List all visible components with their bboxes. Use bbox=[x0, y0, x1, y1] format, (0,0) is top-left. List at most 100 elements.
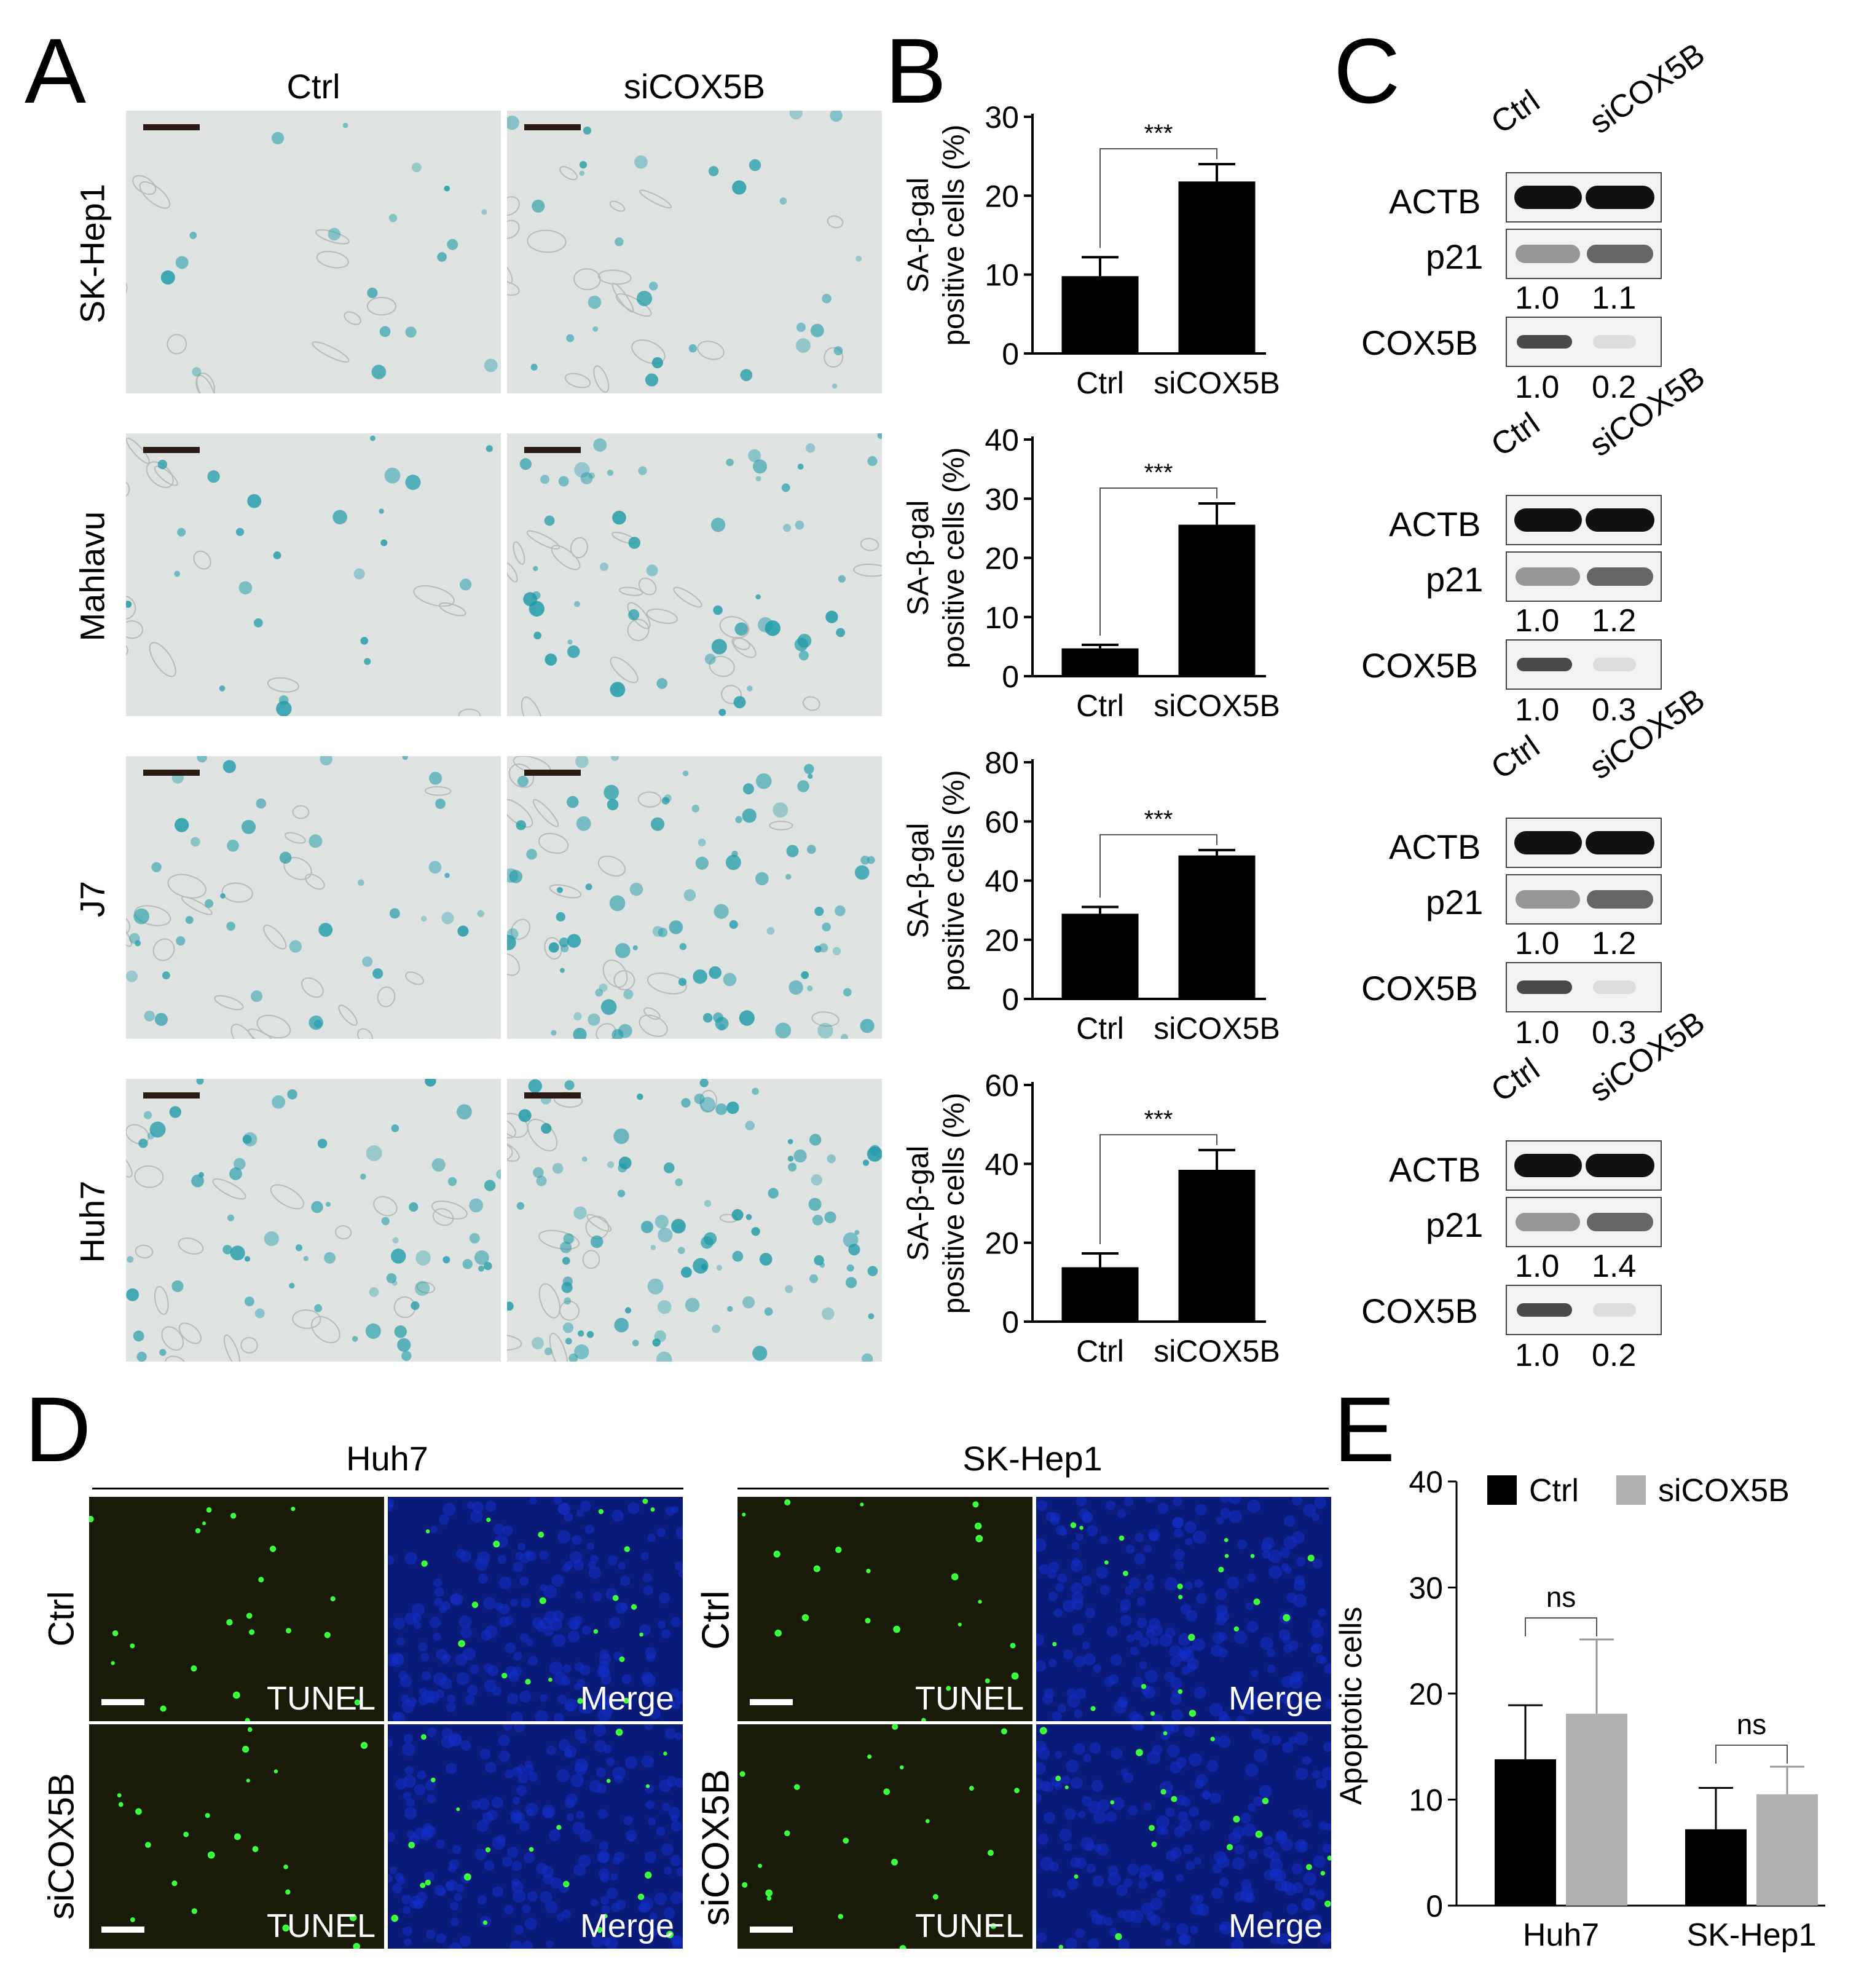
y-tick-label: 40 bbox=[1409, 1465, 1443, 1499]
panel-a-row-huh7: Huh7 bbox=[73, 1180, 112, 1263]
protein-label-actb: ACTB bbox=[1389, 182, 1481, 221]
panel-d-group-huh7: Huh7 bbox=[346, 1439, 428, 1478]
band bbox=[1517, 658, 1572, 671]
band bbox=[1517, 335, 1572, 349]
cox5b-quant-ctrl: 1.0 bbox=[1515, 1015, 1560, 1051]
x-tick-label: Ctrl bbox=[1076, 366, 1124, 400]
panel-e-chart: 0 10 20 30 40 Apoptotic cells ns Huh7 ns SK-Hep1 C… bbox=[1334, 1465, 1825, 1953]
panel-b-chart-mahlavu: 0 10 20 30 40 Ctrl siCOX5B *** SA-β-gal positive … bbox=[902, 423, 1280, 723]
tunel-sk-hep1-sicox5b-tunel: TUNEL bbox=[737, 1724, 1032, 1949]
legend-swatch bbox=[1616, 1475, 1646, 1505]
lane-label-ctrl: Ctrl bbox=[1485, 1051, 1546, 1110]
tunel-huh7-sicox5b-merge: Merge bbox=[388, 1724, 683, 1949]
significance-label: ns bbox=[1737, 1708, 1767, 1740]
x-tick-label: Ctrl bbox=[1076, 688, 1124, 723]
y-tick-label: 0 bbox=[1002, 982, 1019, 1017]
y-tick-label: 20 bbox=[985, 923, 1019, 958]
blot-actb bbox=[1506, 1140, 1662, 1191]
y-tick-label: 20 bbox=[985, 1226, 1019, 1261]
scale-bar bbox=[143, 124, 200, 130]
cox5b-quant-ctrl: 1.0 bbox=[1515, 1338, 1560, 1373]
p21-quant-ctrl: 1.0 bbox=[1515, 603, 1560, 639]
band bbox=[1586, 1154, 1654, 1177]
legend-label: Ctrl bbox=[1529, 1473, 1579, 1509]
protein-label-cox5b: COX5B bbox=[1361, 323, 1478, 362]
bar-Ctrl bbox=[1061, 1267, 1139, 1322]
panel-b-chart-huh7: 0 20 40 60 Ctrl siCOX5B *** SA-β-gal positive ce… bbox=[902, 1068, 1280, 1368]
y-axis-label: Apoptotic cells bbox=[1334, 1607, 1368, 1805]
y-tick-label: 20 bbox=[985, 179, 1019, 213]
y-tick-label: 40 bbox=[985, 864, 1019, 899]
bar-siCOX5B bbox=[1178, 181, 1256, 353]
panel-d-group-rule-huh7 bbox=[92, 1488, 683, 1489]
p21-quant-sicox5b: 1.2 bbox=[1592, 603, 1637, 639]
significance-bracket bbox=[1099, 1134, 1217, 1244]
channel-label-tunel: TUNEL bbox=[914, 1907, 1024, 1944]
protein-label-cox5b: COX5B bbox=[1361, 1292, 1478, 1330]
scale-bar bbox=[101, 1927, 144, 1933]
cox5b-quant-sicox5b: 0.2 bbox=[1592, 369, 1637, 405]
channel-label-merge: Merge bbox=[1228, 1907, 1323, 1944]
significance-bracket bbox=[1525, 1617, 1597, 1637]
scale-bar bbox=[143, 447, 200, 453]
y-tick-label: 20 bbox=[1409, 1677, 1443, 1711]
tunel-sk-hep1-ctrl-tunel: TUNEL bbox=[737, 1497, 1032, 1721]
cox5b-quant-ctrl: 1.0 bbox=[1515, 692, 1560, 728]
panel-b-chart-sk-hep1: 0 10 20 30 Ctrl siCOX5B *** SA-β-gal positive ce… bbox=[902, 100, 1280, 400]
protein-label-actb: ACTB bbox=[1389, 827, 1481, 866]
blot-cox5b bbox=[1506, 962, 1662, 1012]
panel-a-row-sk-hep1: SK-Hep1 bbox=[73, 183, 112, 324]
scale-bar bbox=[101, 1699, 144, 1705]
panel-label-c: C bbox=[1334, 19, 1401, 122]
p21-quant-sicox5b: 1.1 bbox=[1592, 280, 1637, 316]
micrograph-j7-ctrl bbox=[126, 756, 501, 1039]
y-tick-label: 10 bbox=[985, 601, 1019, 635]
panel-a-row-mahlavu: Mahlavu bbox=[73, 511, 112, 642]
channel-label-tunel: TUNEL bbox=[266, 1907, 376, 1944]
blot-p21 bbox=[1506, 1197, 1662, 1247]
band bbox=[1586, 831, 1654, 854]
tunel-huh7-sicox5b-tunel: TUNEL bbox=[89, 1724, 384, 1949]
y-axis-label-line1: SA-β-gal bbox=[902, 500, 935, 616]
y-tick-label: 10 bbox=[1409, 1783, 1443, 1818]
band bbox=[1587, 567, 1653, 586]
blot-actb bbox=[1506, 818, 1662, 868]
panel-label-e: E bbox=[1334, 1378, 1396, 1481]
channel-label-merge: Merge bbox=[580, 1680, 674, 1717]
blot-p21 bbox=[1506, 229, 1662, 279]
y-axis-label-line2: positive cells (%) bbox=[938, 1092, 970, 1314]
micrograph-j7-sicox5b bbox=[507, 756, 882, 1039]
protein-label-cox5b: COX5B bbox=[1361, 969, 1478, 1008]
bar-SK-Hep1-Ctrl bbox=[1685, 1829, 1747, 1906]
bar-siCOX5B bbox=[1178, 855, 1256, 999]
protein-label-p21: p21 bbox=[1426, 1205, 1484, 1244]
significance-bracket bbox=[1715, 1745, 1788, 1764]
scale-bar bbox=[524, 1092, 581, 1099]
band bbox=[1593, 1303, 1636, 1317]
band bbox=[1516, 567, 1580, 586]
blot-p21 bbox=[1506, 551, 1662, 602]
p21-quant-ctrl: 1.0 bbox=[1515, 280, 1560, 316]
band bbox=[1517, 980, 1572, 994]
significance-label: ns bbox=[1546, 1581, 1576, 1613]
micrograph-huh7-ctrl bbox=[126, 1079, 501, 1362]
panel-d-row-sicox5b-sk-hep1: siCOX5B bbox=[694, 1769, 737, 1926]
micrograph-sk-hep1-ctrl bbox=[126, 111, 501, 393]
bar-siCOX5B bbox=[1178, 1169, 1256, 1322]
band bbox=[1514, 508, 1582, 532]
x-tick-label: siCOX5B bbox=[1154, 688, 1280, 723]
bar-Ctrl bbox=[1061, 648, 1139, 676]
y-tick-label: 60 bbox=[985, 805, 1019, 839]
bar-Ctrl bbox=[1061, 913, 1139, 999]
band bbox=[1514, 186, 1582, 209]
panel-a-col-ctrl: Ctrl bbox=[286, 67, 340, 106]
y-tick-label: 60 bbox=[985, 1068, 1019, 1103]
tunel-huh7-ctrl-tunel: TUNEL bbox=[89, 1497, 384, 1721]
protein-label-p21: p21 bbox=[1426, 560, 1484, 599]
panel-a-row-j7: J7 bbox=[73, 880, 112, 918]
tunel-sk-hep1-ctrl-merge: Merge bbox=[1036, 1497, 1331, 1721]
x-tick-label: siCOX5B bbox=[1154, 1011, 1280, 1046]
x-tick-label: Ctrl bbox=[1076, 1011, 1124, 1046]
lane-label-ctrl: Ctrl bbox=[1485, 83, 1546, 141]
legend: Ctrl siCOX5B bbox=[1487, 1473, 1790, 1509]
